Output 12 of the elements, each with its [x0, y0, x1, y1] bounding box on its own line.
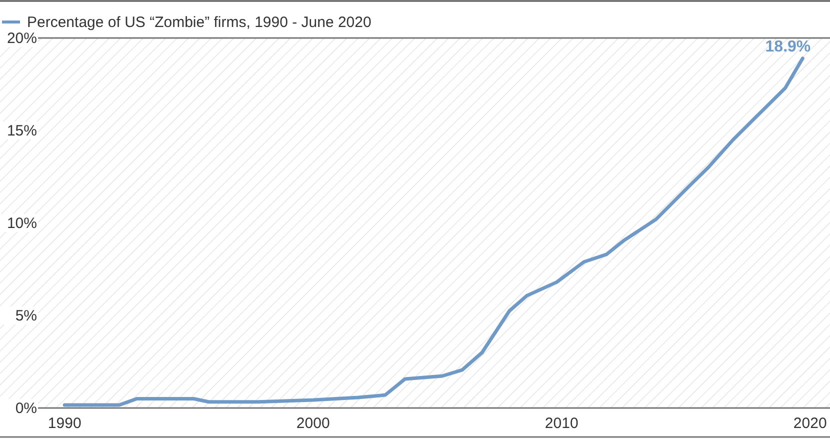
- line-series: [62, 56, 804, 407]
- y-tick-label: 5%: [15, 307, 37, 324]
- x-tick-label: 2000: [296, 415, 330, 432]
- x-tick-label: 1990: [48, 415, 82, 432]
- y-tick-label: 15%: [6, 122, 37, 140]
- y-tick-label: 10%: [6, 214, 37, 232]
- legend-label: Percentage of US “Zombie” firms, 1990 - June 2020: [27, 14, 372, 31]
- y-tick-label: 0%: [15, 400, 37, 417]
- x-tick-label: 2020: [793, 415, 827, 432]
- annotation: 18.9%: [765, 38, 811, 56]
- y-tick-label: 20%: [6, 30, 37, 47]
- x-tick-label: 2010: [544, 415, 578, 432]
